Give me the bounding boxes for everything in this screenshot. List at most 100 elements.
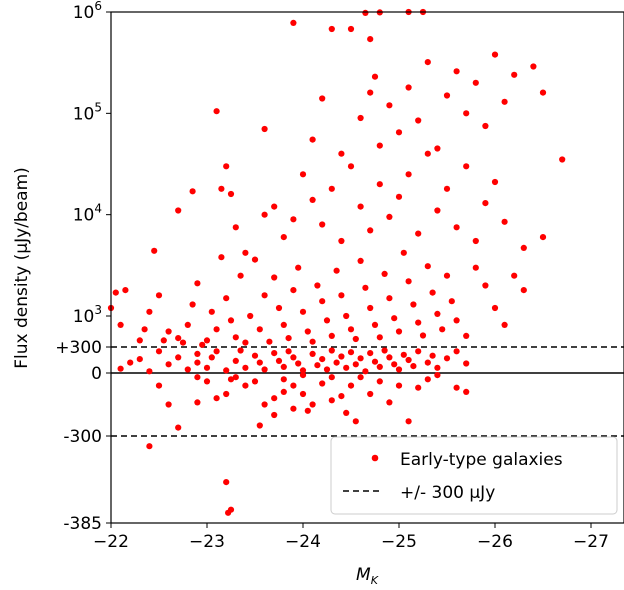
data-point <box>463 110 470 117</box>
data-point <box>338 237 345 245</box>
data-point <box>189 301 196 308</box>
data-point <box>299 372 307 379</box>
data-point <box>386 354 393 361</box>
data-point <box>439 326 446 333</box>
data-point <box>386 102 393 109</box>
data-point <box>199 341 206 348</box>
data-point <box>357 374 364 381</box>
data-point <box>328 332 335 339</box>
data-point <box>530 63 537 70</box>
data-point <box>415 348 422 355</box>
data-point <box>290 382 297 389</box>
data-point <box>323 317 331 324</box>
data-point <box>405 278 412 285</box>
data-point <box>309 196 316 203</box>
legend-box <box>330 436 618 515</box>
data-point <box>208 354 215 361</box>
data-point <box>395 328 403 335</box>
data-point <box>434 145 441 152</box>
data-point <box>376 142 383 149</box>
data-point <box>247 312 254 320</box>
data-point <box>184 321 191 328</box>
data-point <box>213 108 220 115</box>
data-point <box>391 361 398 368</box>
data-point <box>271 395 278 402</box>
data-point <box>151 247 158 254</box>
data-point <box>391 315 398 322</box>
x-tick-label: −23 <box>189 532 225 552</box>
x-tick-label: −27 <box>573 532 609 552</box>
data-point <box>261 292 268 299</box>
data-point <box>227 376 235 383</box>
data-point <box>323 366 331 373</box>
data-point <box>405 418 412 425</box>
data-point <box>400 249 407 256</box>
data-point <box>395 193 403 200</box>
data-point <box>218 254 225 261</box>
data-point <box>175 207 182 214</box>
data-point <box>271 350 278 357</box>
data-points <box>107 8 566 516</box>
data-point <box>309 350 316 357</box>
data-point <box>117 365 124 372</box>
data-point <box>213 326 220 333</box>
data-point <box>482 122 489 130</box>
data-point <box>275 304 283 312</box>
data-point <box>443 272 451 279</box>
data-point <box>520 244 527 251</box>
data-point <box>285 335 292 342</box>
data-point <box>256 422 263 429</box>
data-point <box>400 351 407 358</box>
data-point <box>491 51 499 58</box>
data-point <box>338 353 345 360</box>
legend-label-early-type: Early-type galaxies <box>400 450 563 470</box>
data-point <box>146 368 153 375</box>
x-axis-ticks: −22 −23 −24 −25 −26 −27 <box>93 523 609 552</box>
data-point <box>333 359 340 366</box>
data-point <box>309 136 316 143</box>
data-point <box>203 378 211 385</box>
data-point <box>410 301 417 308</box>
data-point <box>232 357 239 364</box>
x-axis-label: MK <box>356 565 379 587</box>
data-point <box>472 264 479 271</box>
data-point <box>429 289 436 296</box>
data-point <box>367 89 374 96</box>
data-point <box>280 234 287 241</box>
data-point <box>319 221 326 228</box>
data-point <box>453 317 460 324</box>
x-tick-label: −26 <box>477 532 513 552</box>
data-point <box>381 347 388 354</box>
data-point <box>237 272 244 279</box>
data-point <box>175 354 182 361</box>
data-point <box>424 359 431 366</box>
legend-label-dashed: +/- 300 μJy <box>400 483 495 503</box>
data-point <box>309 401 316 408</box>
data-point <box>367 36 374 43</box>
data-point <box>463 332 470 339</box>
data-point <box>424 150 431 157</box>
data-point <box>175 335 182 342</box>
data-point <box>290 287 297 294</box>
data-point <box>304 328 311 335</box>
data-point <box>275 357 283 364</box>
data-point <box>232 334 239 341</box>
data-point <box>501 218 508 225</box>
data-point <box>203 337 211 344</box>
data-point <box>376 181 383 188</box>
data-point <box>367 227 374 234</box>
data-point <box>175 424 182 431</box>
data-point <box>328 185 335 192</box>
data-point <box>189 188 196 195</box>
data-point <box>179 339 187 346</box>
data-point <box>122 287 129 294</box>
data-point <box>328 397 335 404</box>
data-point <box>290 19 297 26</box>
data-point <box>347 25 355 33</box>
x-tick-label: −25 <box>381 532 417 552</box>
data-point <box>290 216 297 223</box>
data-point <box>343 409 350 416</box>
data-point <box>352 335 359 343</box>
data-point <box>386 213 393 220</box>
data-point <box>472 79 479 86</box>
